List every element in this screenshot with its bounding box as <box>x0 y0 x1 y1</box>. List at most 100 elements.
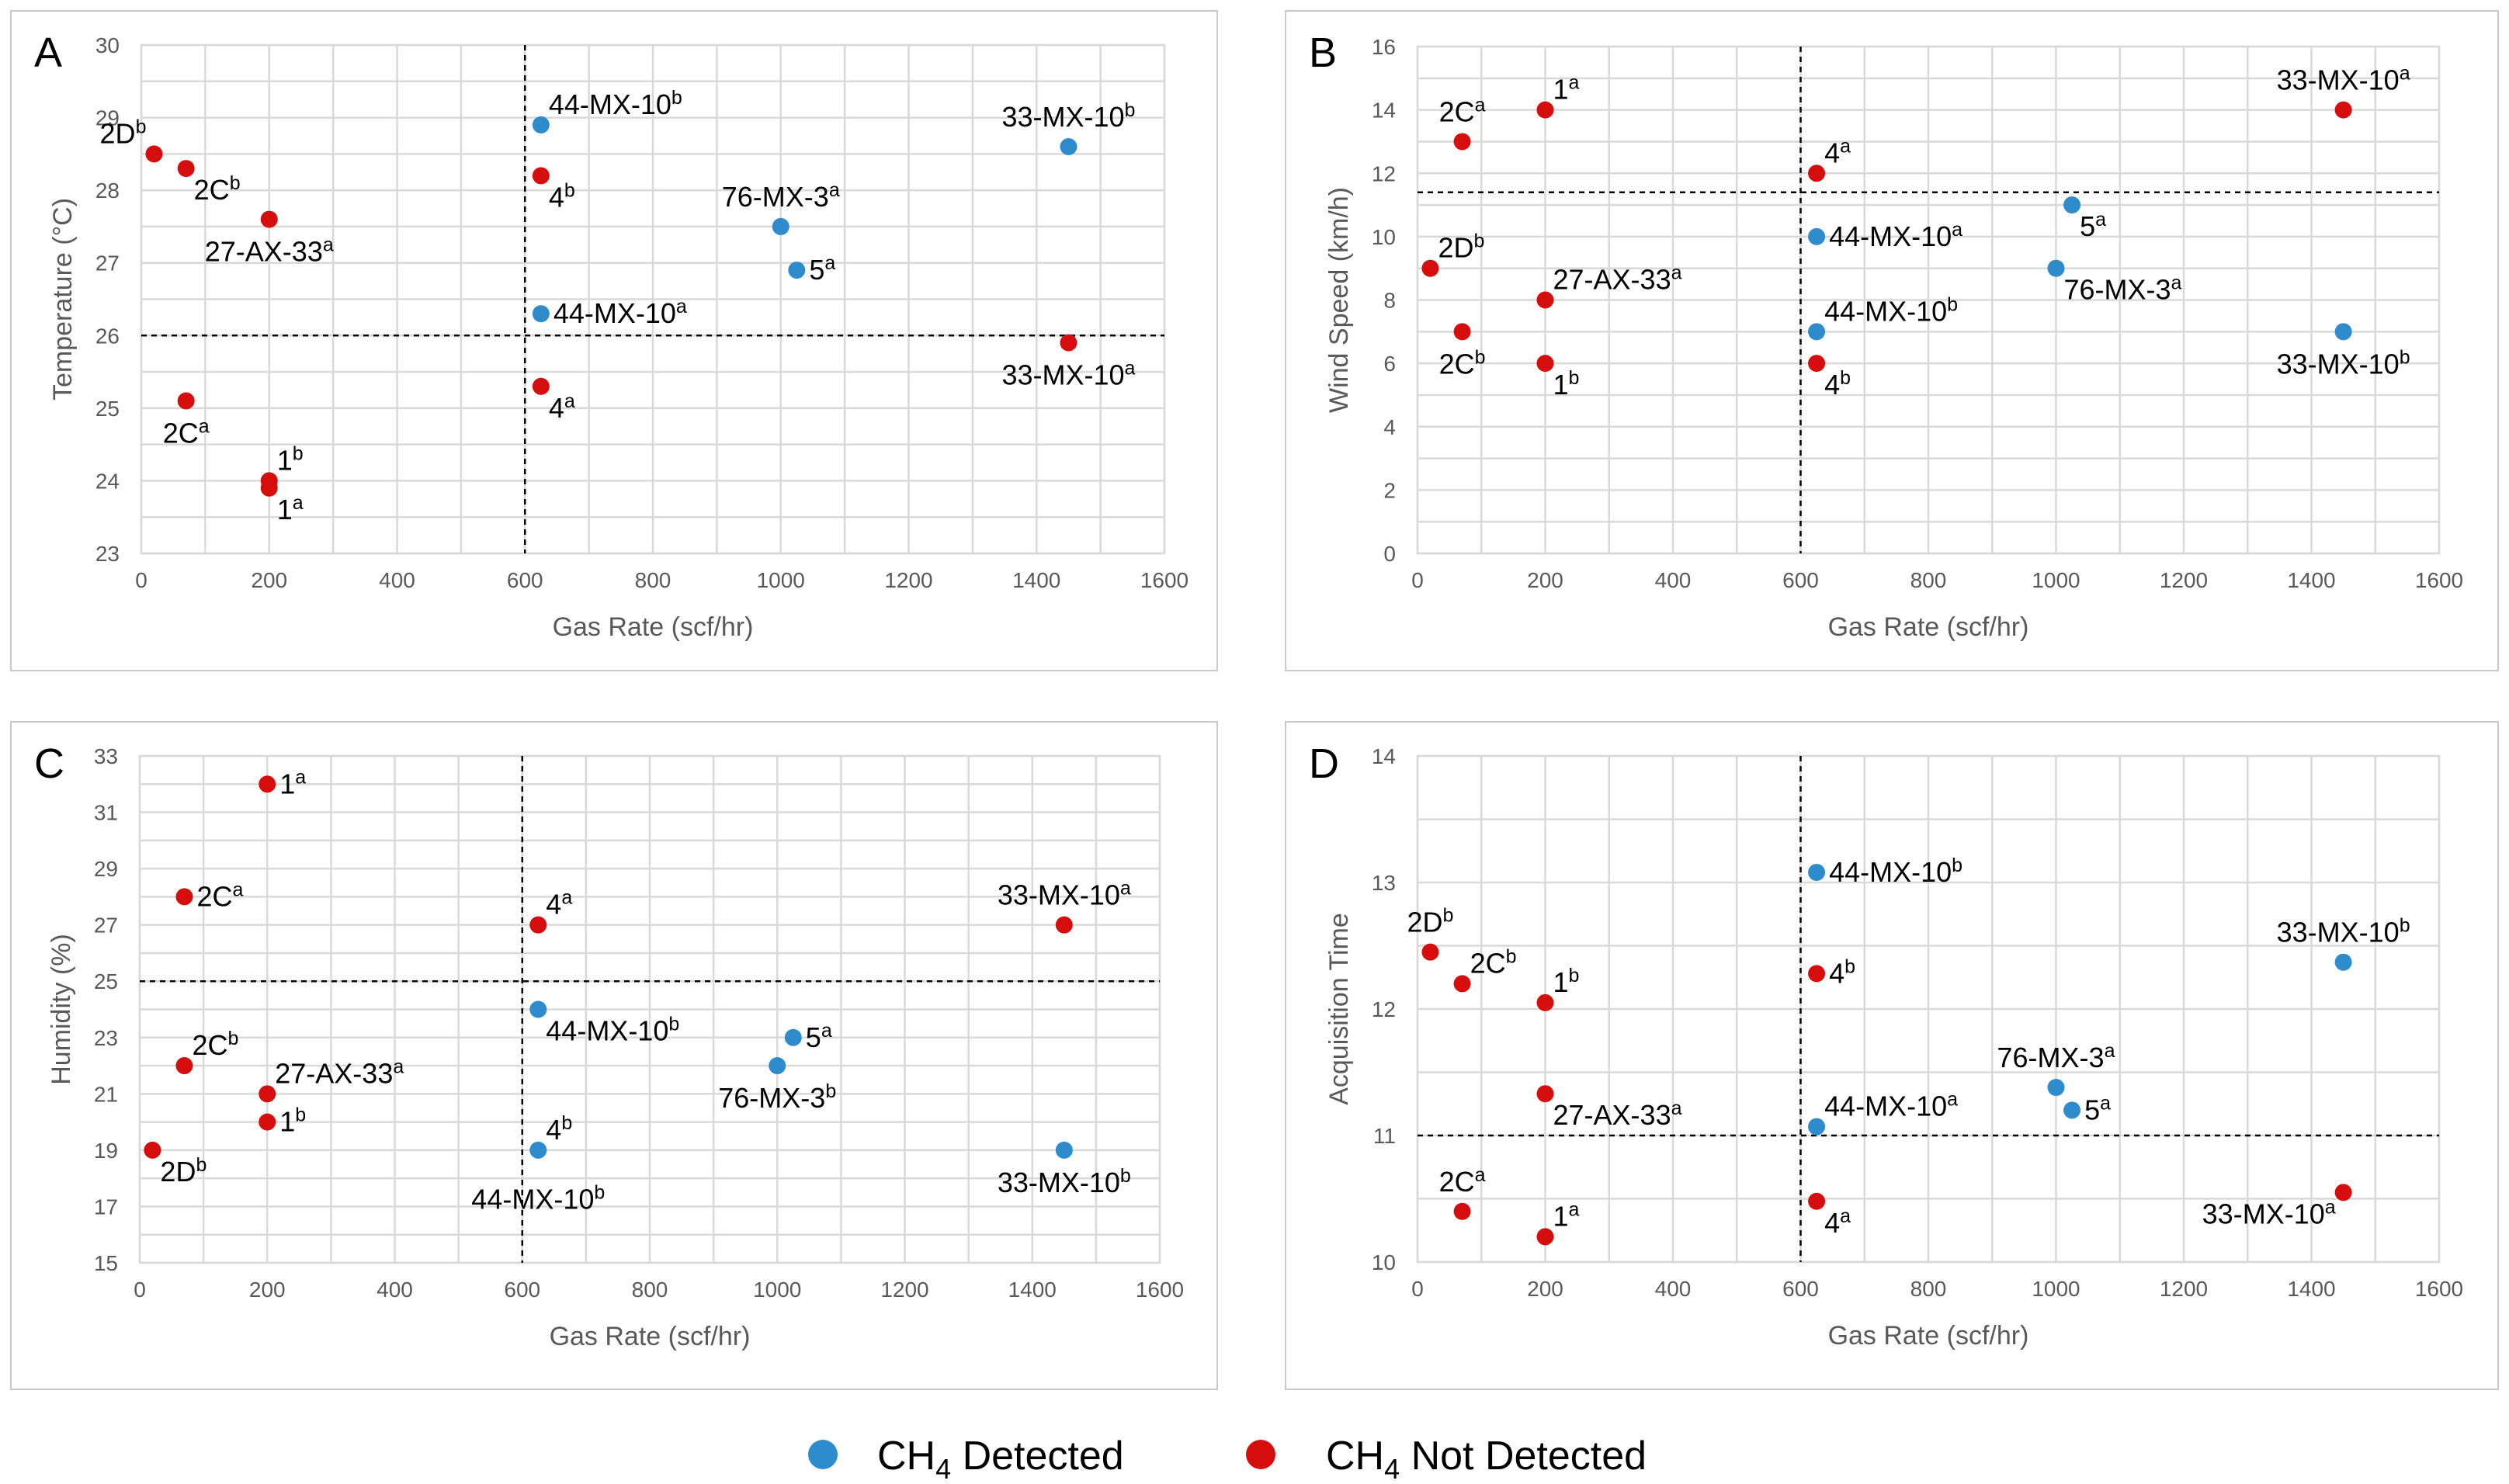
point-label: 1a <box>1553 72 1580 106</box>
x-tick-label: 800 <box>635 568 671 592</box>
point-label: 33-MX-10b <box>998 1165 1131 1198</box>
data-point-not-detected <box>260 210 278 228</box>
y-tick-label: 12 <box>1372 161 1396 186</box>
legend-item-not-detected: CH4 Not Detected <box>1246 1434 1647 1484</box>
point-label: 76-MX-3a <box>2064 272 2182 306</box>
panel-b: B 0 200 400 600 800 1000 1200 1400 1600 0 2 4 6 8 10 12 1… <box>1285 10 2499 671</box>
x-tick-label: 1600 <box>1140 568 1189 592</box>
point-label: 44-MX-10a <box>1824 1089 1958 1122</box>
y-tick-label: 28 <box>95 179 120 203</box>
data-point-not-detected <box>175 888 193 906</box>
x-tick-label: 600 <box>507 568 543 592</box>
y-tick-label: 6 <box>1383 352 1396 376</box>
y-axis-title: Temperature (°C) <box>48 198 78 400</box>
x-tick-label: 0 <box>134 1278 146 1302</box>
x-tick-label: 600 <box>1782 1277 1819 1301</box>
panel-letter: C <box>34 740 64 787</box>
point-label: 33-MX-10a <box>2202 1196 2336 1229</box>
x-axis-title: Gas Rate (scf/hr) <box>1828 612 2029 642</box>
x-tick-label: 200 <box>249 1278 286 1302</box>
data-point-not-detected <box>1060 334 1078 352</box>
y-tick-label: 0 <box>1383 542 1396 566</box>
point-label: 1b <box>1553 367 1580 400</box>
data-point-not-detected <box>1453 133 1471 151</box>
legend-marker <box>808 1440 838 1469</box>
y-axis-title: Wind Speed (km/h) <box>1324 187 1354 413</box>
y-tick-label: 25 <box>94 969 118 993</box>
panel-frame <box>10 721 1218 1390</box>
panel-frame <box>10 10 1218 671</box>
panel-a: A 0 200 400 600 800 1000 1200 1400 1600 23 24 25 26 27… <box>10 10 1218 671</box>
point-label: 2Db <box>1438 231 1484 264</box>
data-point-detected <box>1808 1118 1826 1136</box>
point-label: 33-MX-10b <box>2277 915 2410 948</box>
y-tick-label: 12 <box>1372 997 1396 1021</box>
panel-letter: D <box>1309 740 1339 787</box>
y-tick-label: 2 <box>1383 478 1396 502</box>
data-point-not-detected <box>529 916 547 934</box>
y-tick-label: 23 <box>94 1026 118 1050</box>
x-tick-label: 200 <box>251 568 287 592</box>
point-label: 44-MX-10b <box>549 87 682 120</box>
x-tick-label: 800 <box>632 1278 668 1302</box>
data-point-not-detected <box>2334 1184 2352 1201</box>
data-point-not-detected <box>177 160 195 178</box>
y-tick-label: 27 <box>94 914 118 938</box>
data-point-detected <box>1055 1141 1073 1159</box>
data-point-not-detected <box>1453 1202 1471 1220</box>
point-label: 33-MX-10b <box>2277 346 2410 380</box>
legend-marker <box>1246 1440 1275 1469</box>
y-tick-label: 10 <box>1372 1250 1396 1274</box>
y-tick-label: 19 <box>94 1139 118 1163</box>
plot-area <box>140 43 1166 555</box>
y-tick-label: 26 <box>95 324 120 348</box>
point-label: 33-MX-10b <box>1001 99 1135 133</box>
x-axis-title: Gas Rate (scf/hr) <box>1828 1321 2029 1351</box>
y-tick-label: 13 <box>1372 871 1396 895</box>
data-point-detected <box>784 1028 802 1046</box>
data-point-detected <box>1808 227 1826 245</box>
legend-label: CH4 Not Detected <box>1326 1434 1647 1484</box>
data-point-detected <box>769 1057 786 1075</box>
y-tick-label: 14 <box>1372 744 1396 768</box>
y-tick-label: 21 <box>94 1082 118 1106</box>
legend: CH4 Detected CH4 Not Detected <box>808 1434 1647 1484</box>
y-tick-label: 29 <box>94 857 118 881</box>
x-tick-label: 0 <box>135 568 147 592</box>
data-point-not-detected <box>532 377 550 395</box>
x-tick-label: 800 <box>1910 1277 1947 1301</box>
point-label: 27-AX-33a <box>205 234 334 268</box>
x-tick-label: 800 <box>1910 568 1947 592</box>
x-axis-title: Gas Rate (scf/hr) <box>550 1322 751 1351</box>
data-point-not-detected <box>1536 1228 1554 1246</box>
panel-frame <box>1285 10 2499 671</box>
legend-label: CH4 Detected <box>877 1434 1124 1484</box>
y-tick-label: 4 <box>1383 415 1396 439</box>
x-tick-label: 0 <box>1411 568 1424 592</box>
panel-frame <box>1285 721 2499 1390</box>
x-tick-label: 1400 <box>2287 568 2335 592</box>
plot-area <box>1416 754 2441 1264</box>
point-label: 27-AX-33a <box>1553 1097 1682 1131</box>
data-point-detected <box>2063 196 2081 214</box>
y-axis-title: Humidity (%) <box>47 934 76 1085</box>
x-tick-label: 1400 <box>1012 568 1060 592</box>
data-point-not-detected <box>1421 259 1439 277</box>
point-label: 44-MX-10b <box>1824 293 1958 327</box>
y-tick-label: 24 <box>95 469 120 493</box>
x-tick-label: 1000 <box>2032 1277 2080 1301</box>
data-point-not-detected <box>144 1141 161 1159</box>
data-point-not-detected <box>1453 975 1471 993</box>
point-label: 33-MX-10a <box>998 878 1131 911</box>
x-tick-label: 1200 <box>2160 1277 2208 1301</box>
x-tick-label: 600 <box>504 1278 540 1302</box>
data-point-not-detected <box>1808 965 1826 983</box>
point-label: 44-MX-10b <box>546 1014 679 1047</box>
data-point-not-detected <box>259 1085 276 1103</box>
plot-area <box>138 754 1161 1264</box>
x-tick-label: 1400 <box>1008 1278 1057 1302</box>
data-point-not-detected <box>177 392 195 410</box>
point-label: 76-MX-3a <box>1997 1040 2115 1073</box>
point-label: 44-MX-10a <box>554 296 687 329</box>
